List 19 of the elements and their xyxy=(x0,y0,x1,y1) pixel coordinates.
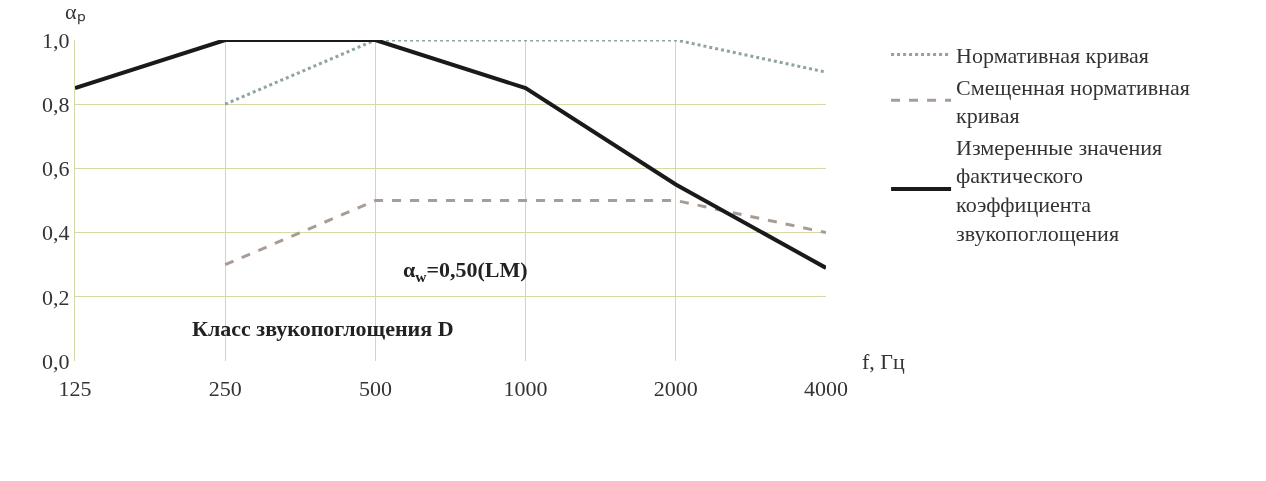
y-tick-label: 0,8 xyxy=(42,91,70,117)
x-tick-label: 4000 xyxy=(804,376,848,401)
annotation: α$_{w}$=0,50(LM) xyxy=(403,257,528,285)
y-tick-label: 0,0 xyxy=(42,348,70,374)
x-tick-label: 500 xyxy=(358,376,392,401)
legend-label: Нормативная кривая xyxy=(956,42,1149,68)
x-axis-title: f, Гц xyxy=(862,349,906,374)
y-tick-label: 0,4 xyxy=(42,220,70,246)
annotation: Класс звукопоглощения D xyxy=(192,316,454,341)
legend-label: Измеренные значения фактического коэффициента звукопоглощения xyxy=(956,134,1163,246)
x-tick-label: 2000 xyxy=(653,376,698,401)
x-tick-label: 125 xyxy=(58,376,92,401)
legend-label: Смещенная нормативная кривая xyxy=(956,74,1190,129)
x-tick-label: 1000 xyxy=(503,376,548,401)
x-tick-label: 250 xyxy=(208,376,242,401)
y-tick-label: 0,2 xyxy=(42,284,70,310)
y-tick-label: 1,0 xyxy=(42,27,70,53)
y-tick-label: 0,6 xyxy=(42,156,70,182)
y-axis-title: αₚ xyxy=(65,0,86,25)
